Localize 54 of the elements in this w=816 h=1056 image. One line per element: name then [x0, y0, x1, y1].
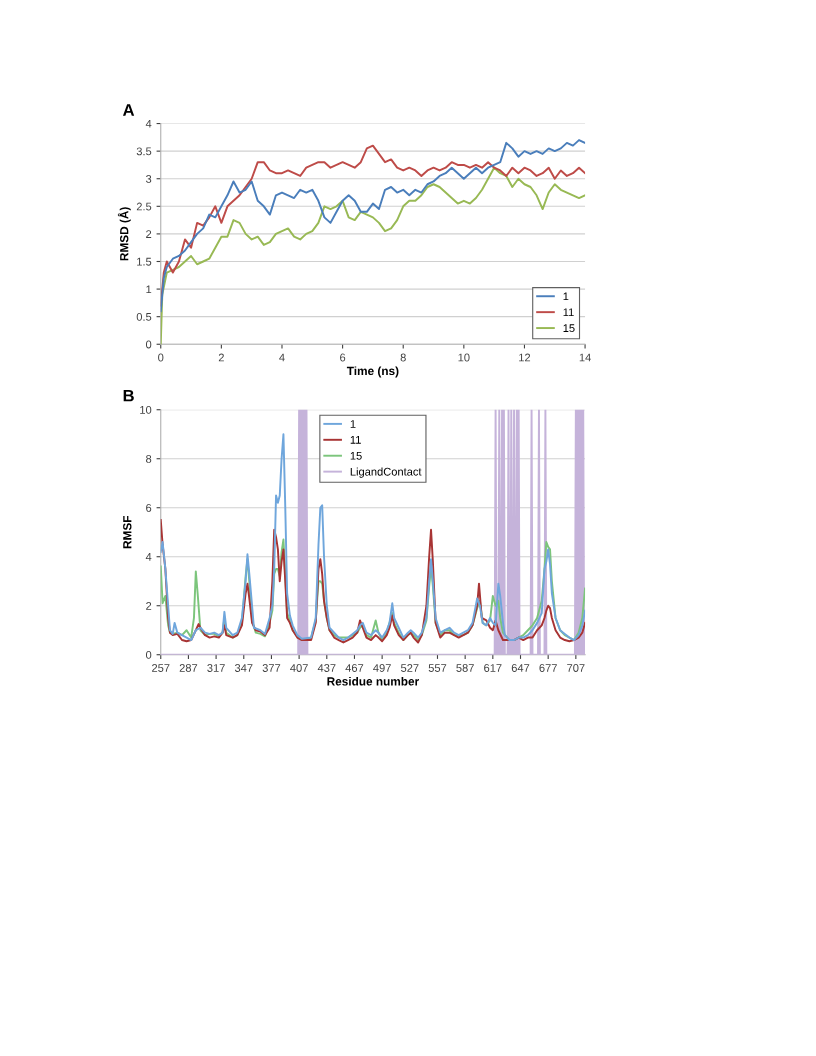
x-axis-title: Residue number: [327, 676, 419, 686]
y-tick-label: 3.5: [136, 147, 152, 156]
x-tick-label: 707: [567, 664, 585, 672]
x-tick-label: 12: [519, 353, 531, 362]
x-tick-label: 677: [539, 664, 557, 672]
x-tick-label: 14: [579, 353, 591, 362]
legend-label: 1: [563, 292, 569, 301]
x-tick-label: 377: [262, 664, 281, 672]
legend-label: 15: [350, 451, 362, 460]
x-tick-label: 557: [428, 664, 447, 672]
y-axis-title: RMSF: [123, 515, 132, 549]
x-tick-label: 617: [484, 664, 502, 672]
legend-label: 1: [350, 420, 356, 428]
x-tick-label: 317: [207, 664, 225, 672]
y-tick-label: 1.5: [137, 257, 152, 266]
x-tick-label: 527: [400, 664, 419, 672]
x-tick-label: 497: [373, 664, 391, 672]
x-tick-label: 347: [234, 664, 253, 672]
x-tick-label: 10: [458, 353, 470, 362]
line-series: [160, 433, 586, 641]
x-tick-label: 647: [511, 664, 530, 672]
y-tick-label: 4: [145, 553, 152, 561]
x-tick-label: 287: [179, 664, 198, 672]
legend-label: 11: [350, 436, 361, 444]
x-tick-label: 0: [158, 353, 164, 362]
y-tick-label: 1: [146, 285, 152, 294]
x-tick-label: 2: [218, 353, 224, 362]
y-tick-label: 3: [145, 175, 152, 183]
x-tick-label: 8: [400, 353, 406, 362]
legend-label: LigandContact: [350, 467, 422, 478]
x-tick-label: 407: [290, 664, 308, 672]
x-tick-label: 467: [345, 664, 364, 672]
y-tick-label: 0: [145, 650, 152, 659]
y-tick-label: 2: [146, 601, 152, 610]
y-tick-label: 4: [145, 119, 152, 128]
x-tick-label: 437: [317, 664, 336, 672]
y-tick-label: 10: [140, 406, 152, 414]
y-tick-label: 0.5: [136, 312, 152, 321]
chart-title: B: [123, 389, 134, 402]
legend-label: 15: [563, 324, 575, 333]
chart-title: A: [122, 104, 135, 116]
y-axis-title: RMSD (Å): [117, 207, 131, 261]
x-axis-title: Time (ns): [346, 366, 399, 378]
x-tick-label: 587: [456, 664, 474, 672]
y-tick-label: 2.5: [136, 202, 152, 211]
line-series: [160, 519, 586, 644]
y-tick-label: 2: [146, 230, 152, 238]
y-tick-label: 6: [146, 503, 152, 512]
legend-label: 11: [563, 308, 574, 317]
x-tick-label: 4: [279, 353, 285, 362]
x-tick-label: 6: [340, 353, 346, 362]
x-tick-label: 257: [152, 664, 170, 672]
y-tick-label: 0: [145, 340, 152, 349]
y-tick-label: 8: [146, 454, 152, 463]
